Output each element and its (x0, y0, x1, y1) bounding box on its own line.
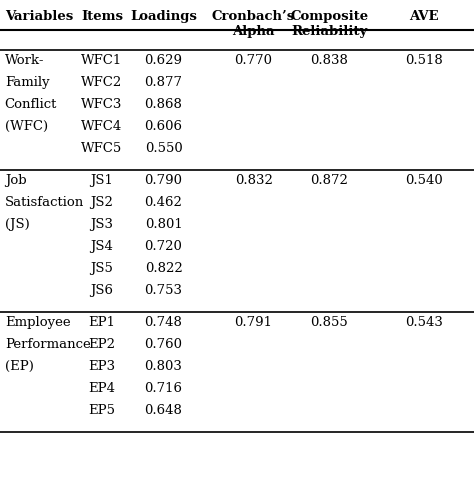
Text: 0.872: 0.872 (310, 174, 348, 187)
Text: 0.543: 0.543 (405, 316, 443, 329)
Text: 0.877: 0.877 (145, 76, 182, 89)
Text: WFC2: WFC2 (81, 76, 123, 89)
Text: 0.720: 0.720 (145, 240, 182, 253)
Text: 0.790: 0.790 (145, 174, 182, 187)
Text: EP5: EP5 (89, 404, 115, 417)
Text: 0.832: 0.832 (235, 174, 273, 187)
Text: JS6: JS6 (91, 284, 113, 297)
Text: 0.462: 0.462 (145, 196, 182, 209)
Text: Work-: Work- (5, 54, 44, 67)
Text: 0.753: 0.753 (145, 284, 182, 297)
Text: Conflict: Conflict (5, 98, 57, 111)
Text: Family: Family (5, 76, 49, 89)
Text: EP1: EP1 (89, 316, 115, 329)
Text: AVE: AVE (410, 10, 439, 23)
Text: 0.606: 0.606 (145, 120, 182, 133)
Text: 0.518: 0.518 (405, 54, 443, 67)
Text: (EP): (EP) (5, 360, 34, 373)
Text: Items: Items (81, 10, 123, 23)
Text: (JS): (JS) (5, 218, 29, 231)
Text: 0.629: 0.629 (145, 54, 182, 67)
Text: EP2: EP2 (89, 338, 115, 351)
Text: Cronbach’s: Cronbach’s (212, 10, 295, 23)
Text: Alpha: Alpha (232, 25, 275, 38)
Text: WFC1: WFC1 (81, 54, 123, 67)
Text: 0.716: 0.716 (145, 382, 182, 395)
Text: 0.868: 0.868 (145, 98, 182, 111)
Text: 0.791: 0.791 (235, 316, 273, 329)
Text: EP3: EP3 (88, 360, 116, 373)
Text: Satisfaction: Satisfaction (5, 196, 84, 209)
Text: Employee: Employee (5, 316, 70, 329)
Text: Reliability: Reliability (292, 25, 367, 38)
Text: Performance: Performance (5, 338, 91, 351)
Text: JS4: JS4 (91, 240, 113, 253)
Text: 0.801: 0.801 (145, 218, 182, 231)
Text: JS1: JS1 (91, 174, 113, 187)
Text: JS3: JS3 (91, 218, 113, 231)
Text: (WFC): (WFC) (5, 120, 48, 133)
Text: Composite: Composite (291, 10, 368, 23)
Text: 0.803: 0.803 (145, 360, 182, 373)
Text: WFC5: WFC5 (81, 142, 123, 155)
Text: 0.838: 0.838 (310, 54, 348, 67)
Text: JS5: JS5 (91, 262, 113, 275)
Text: 0.748: 0.748 (145, 316, 182, 329)
Text: WFC3: WFC3 (81, 98, 123, 111)
Text: WFC4: WFC4 (81, 120, 123, 133)
Text: 0.770: 0.770 (235, 54, 273, 67)
Text: 0.540: 0.540 (405, 174, 443, 187)
Text: 0.550: 0.550 (145, 142, 182, 155)
Text: 0.855: 0.855 (310, 316, 348, 329)
Text: Variables: Variables (5, 10, 73, 23)
Text: JS2: JS2 (91, 196, 113, 209)
Text: EP4: EP4 (89, 382, 115, 395)
Text: Loadings: Loadings (130, 10, 197, 23)
Text: 0.648: 0.648 (145, 404, 182, 417)
Text: 0.822: 0.822 (145, 262, 182, 275)
Text: 0.760: 0.760 (145, 338, 182, 351)
Text: Job: Job (5, 174, 27, 187)
